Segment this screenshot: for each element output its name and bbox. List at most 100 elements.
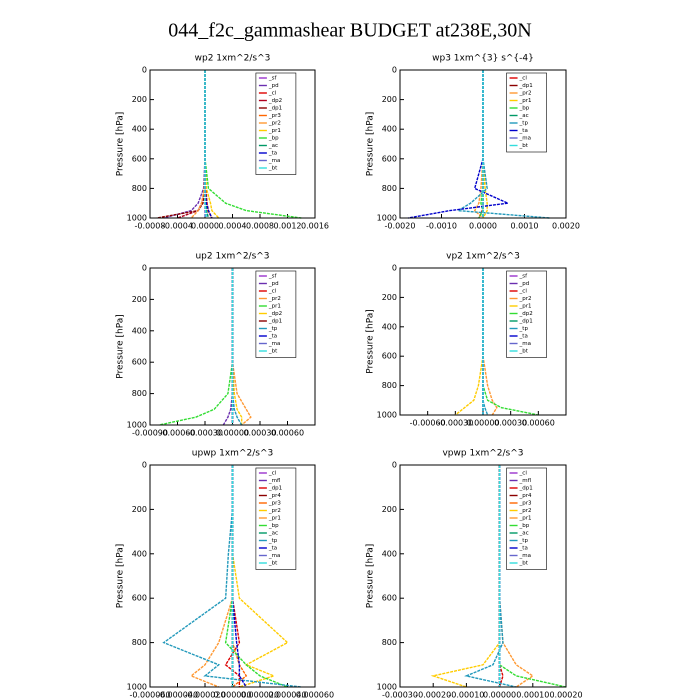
x-tick-label: 0.0008 [246, 222, 274, 231]
legend-label: _bp [519, 523, 530, 529]
plot-frame [399, 267, 567, 416]
x-tick-label: -0.00030 [187, 429, 223, 438]
legend-label: _cl [519, 471, 528, 477]
legend-label: _pr4 [268, 493, 282, 499]
legend-label: _pr2 [268, 121, 281, 127]
x-tick-label: 0.000020 [241, 691, 279, 700]
y-tick-label: 600 [132, 358, 147, 367]
x-tick-label: 0.0016 [301, 222, 329, 231]
legend-label: _ta [519, 128, 528, 134]
y-tick-label: 1000 [377, 411, 397, 420]
legend-box [255, 270, 297, 358]
plot-frame [149, 69, 316, 219]
y-tick-label: 800 [382, 381, 397, 390]
panel-title: wp2 1xm^2/s^3 [195, 54, 271, 64]
legend-label: _ac [268, 531, 278, 537]
x-tick-label: -0.00090 [132, 429, 168, 438]
x-tick-label: 0.000000 [213, 691, 251, 700]
legend-label: _mfl [268, 478, 281, 484]
x-tick-label: 0.000040 [268, 691, 306, 700]
x-tick-label: -0.0008 [135, 222, 166, 231]
series-line [156, 70, 206, 219]
legend-label: _tp [519, 121, 529, 127]
x-tick-label: 0.0000 [191, 222, 219, 231]
y-tick-label: 400 [132, 326, 147, 335]
series-line [498, 465, 504, 688]
y-tick-label: 600 [132, 154, 147, 163]
x-tick-label: -0.0004 [162, 222, 193, 231]
x-tick-label: 0.0012 [274, 222, 302, 231]
legend-label: _pr3 [519, 501, 533, 507]
legend-label: _bt [519, 561, 529, 567]
x-tick-label: -0.000040 [157, 691, 198, 700]
legend-label: _pr2 [519, 91, 532, 97]
y-tick-label: 0 [392, 66, 397, 75]
series-line [231, 465, 289, 688]
y-tick-label: 200 [382, 95, 397, 104]
legend-label: _bt [268, 166, 278, 172]
x-tick-label: 0.00060 [522, 419, 555, 428]
series-line [204, 70, 208, 219]
x-tick-label: -0.00030 [437, 419, 473, 428]
y-tick-label: 200 [382, 505, 397, 514]
x-tick-label: -0.000020 [184, 691, 225, 700]
y-axis-label: Pressure [hPa] [116, 112, 126, 177]
y-tick-label: 600 [382, 352, 397, 361]
legend-label: _ma [268, 341, 280, 347]
legend-label: _tp [519, 538, 529, 544]
figure-title: 044_f2c_gammashear BUDGET at238E,30N [168, 20, 531, 42]
legend-label: _ac [519, 531, 529, 537]
y-tick-label: 400 [382, 322, 397, 331]
y-tick-label: 600 [132, 594, 147, 603]
legend-label: _dp1 [268, 486, 282, 492]
y-tick-label: 400 [132, 549, 147, 558]
y-tick-label: 1000 [377, 683, 397, 692]
series-line [430, 465, 501, 688]
legend-label: _ma [519, 341, 531, 347]
y-tick-label: 0 [142, 461, 147, 470]
legend-label: _sf [519, 274, 529, 280]
legend-label: _dp2 [268, 311, 282, 317]
legend-label: _ma [519, 136, 531, 142]
legend-box [255, 72, 297, 175]
legend-label: _pr1 [268, 304, 281, 310]
x-tick-label: -0.00060 [410, 419, 446, 428]
legend-label: _pr2 [268, 508, 281, 514]
x-tick-label: 0.00000 [216, 429, 249, 438]
legend-label: _bp [268, 136, 279, 142]
y-tick-label: 1000 [127, 214, 147, 223]
x-tick-label: -0.00060 [160, 429, 196, 438]
series-line [408, 70, 511, 219]
legend-label: _pd [268, 281, 279, 287]
x-tick-label: -0.00010 [448, 691, 484, 700]
legend-label: _pd [519, 281, 530, 287]
y-tick-label: 800 [132, 638, 147, 647]
legend-label: _dp1 [519, 319, 533, 325]
legend-label: _bp [519, 106, 530, 112]
legend-label: _tp [268, 326, 278, 332]
panel: wp2 1xm^2/s^3 Pressure [hPa] 0 200 400 600 800… [116, 54, 330, 231]
panel: vpwp 1xm^2/s^3 Pressure [hPa] 0 200 400 600 80… [366, 449, 583, 700]
legend-label: _ac [519, 113, 529, 119]
y-tick-label: 400 [382, 125, 397, 134]
legend-label: _pr1 [519, 516, 532, 522]
series-line [224, 465, 241, 687]
panel-title: vp2 1xm^2/s^3 [446, 252, 520, 262]
y-tick-label: 200 [132, 95, 147, 104]
legend-label: _sf [268, 76, 278, 82]
y-tick-label: 1000 [127, 683, 147, 692]
legend-label: _ta [268, 546, 277, 552]
legend-label: _ta [268, 334, 277, 340]
legend-label: _cl [519, 289, 528, 295]
series-line [464, 465, 517, 688]
x-tick-label: 0.000060 [296, 691, 334, 700]
y-axis-label: Pressure [hPa] [366, 112, 376, 177]
legend-label: _ta [519, 334, 528, 340]
legend-label: _pr1 [268, 516, 281, 522]
legend-label: _ma [268, 553, 280, 559]
plot-frame [149, 464, 316, 688]
series-line [159, 268, 234, 426]
panel: vp2 1xm^2/s^3 Pressure [hPa] 0 200 400 600 800… [366, 252, 567, 428]
x-tick-label: 0.00030 [243, 429, 276, 438]
